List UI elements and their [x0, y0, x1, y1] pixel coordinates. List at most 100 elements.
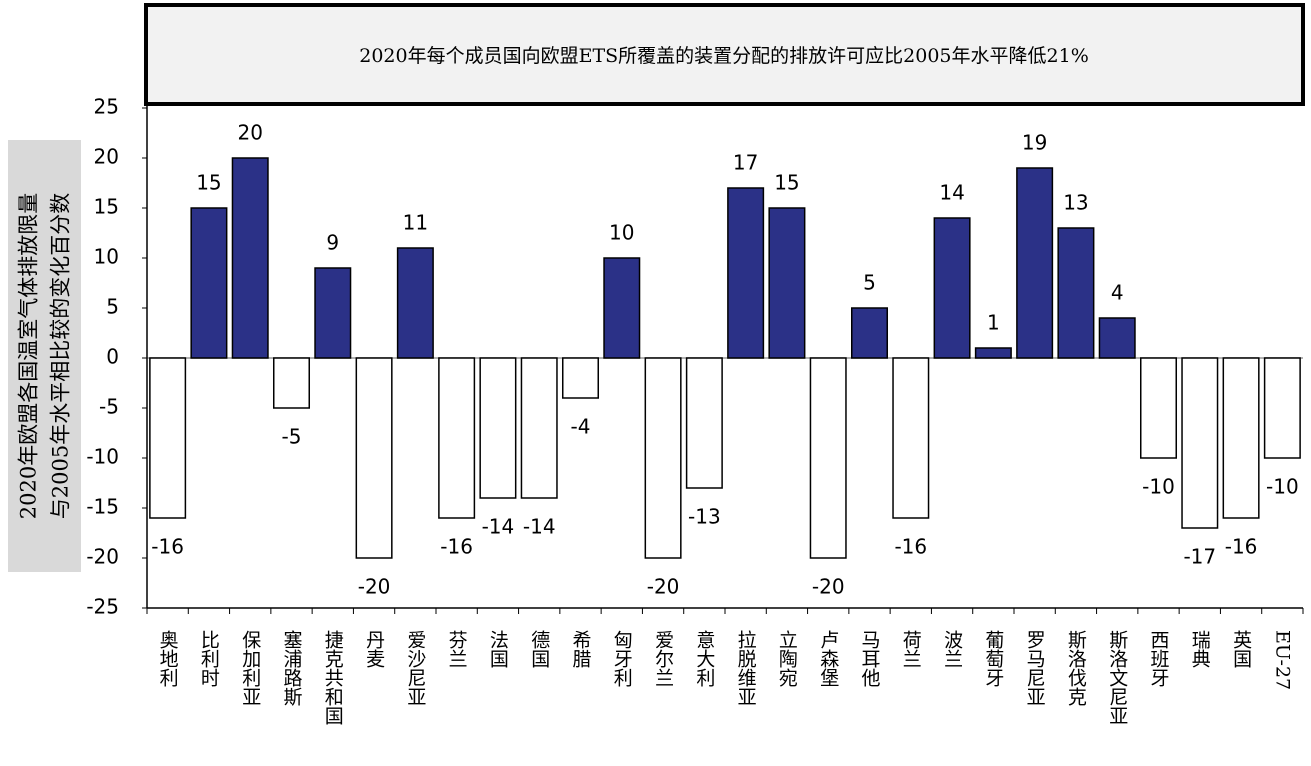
y-axis-label: 2020年欧盟各国温室气体排放限量 [17, 193, 41, 519]
x-tick-label: 法国 [487, 630, 509, 668]
y-tick-label: 0 [106, 345, 119, 369]
y-tick-label: -25 [86, 595, 119, 619]
data-label: -10 [1266, 475, 1299, 499]
data-label: 5 [863, 271, 876, 295]
data-label: -10 [1142, 475, 1175, 499]
bar [685, 357, 723, 489]
x-tick-label: 波兰 [941, 630, 963, 668]
x-tick-label: 荷兰 [900, 630, 922, 668]
bar [933, 217, 971, 359]
bar [272, 357, 311, 409]
x-tick-label: 匈牙利 [611, 630, 633, 687]
bar [603, 257, 641, 359]
data-label: -5 [282, 425, 302, 449]
x-tick-label: 罗马尼亚 [1024, 630, 1046, 706]
x-tick-label: 保加利亚 [239, 630, 261, 706]
x-tick-label: 西班牙 [1148, 630, 1170, 687]
data-label: -20 [358, 575, 391, 599]
data-label: -4 [571, 415, 591, 439]
x-tick-label: 爱沙尼亚 [404, 630, 426, 706]
x-tick-label: 比利时 [198, 630, 220, 687]
data-label: -16 [894, 535, 927, 559]
bar [231, 157, 269, 359]
y-tick-label: -20 [86, 545, 119, 569]
data-label: -16 [151, 535, 184, 559]
x-tick-label: 丹麦 [363, 630, 385, 668]
x-tick-label: 意大利 [693, 630, 715, 687]
x-tick-label: 葡萄牙 [982, 630, 1004, 687]
y-tick-label: 10 [94, 245, 119, 269]
data-label: -14 [482, 515, 515, 539]
data-label: -17 [1183, 545, 1216, 569]
data-label: -16 [1225, 535, 1258, 559]
data-label: 13 [1063, 191, 1088, 215]
bar [561, 357, 600, 399]
bar [190, 207, 228, 359]
x-tick-label: 卢森堡 [817, 630, 839, 687]
x-tick-label: 英国 [1230, 630, 1252, 668]
bar [1139, 357, 1178, 459]
y-tick-label: 25 [94, 95, 119, 119]
data-label: 14 [939, 181, 964, 205]
data-label: 15 [774, 171, 799, 195]
x-tick-label: 斯洛伐克 [1065, 630, 1087, 706]
x-tick-label: 拉脱维亚 [735, 630, 757, 706]
x-tick-label: 塞浦路斯 [281, 630, 303, 707]
y-axis-label: 与2005年水平相比较的变化百分数 [49, 193, 73, 519]
bar [396, 247, 434, 359]
data-label: -20 [647, 575, 680, 599]
bar [727, 187, 765, 359]
bar [479, 357, 517, 499]
y-tick-label: 15 [94, 195, 119, 219]
bar [1057, 227, 1095, 359]
y-tick-label: -10 [86, 445, 119, 469]
data-label: -16 [440, 535, 473, 559]
data-label: 1 [987, 311, 1000, 335]
data-label: -14 [523, 515, 556, 539]
y-label-box [8, 140, 81, 572]
bar [1263, 357, 1301, 459]
data-label: 20 [237, 121, 262, 145]
bar [768, 207, 806, 359]
y-tick-label: 5 [106, 295, 119, 319]
x-tick-label: 捷克共和国 [322, 630, 344, 725]
bar [149, 357, 187, 519]
bar [644, 357, 682, 559]
bar [809, 357, 847, 559]
bar [1016, 167, 1054, 359]
x-tick-label: 爱尔兰 [652, 630, 674, 687]
x-tick-label: EU-27 [1271, 630, 1293, 690]
chart-title: 2020年每个成员国向欧盟ETS所覆盖的装置分配的排放许可应比2005年水平降低… [359, 45, 1089, 67]
data-label: 4 [1111, 281, 1124, 305]
x-tick-label: 希腊 [570, 630, 592, 668]
data-label: -13 [688, 505, 721, 529]
x-tick-label: 德国 [528, 630, 550, 668]
y-tick-label: -15 [86, 495, 119, 519]
y-tick-label: -5 [99, 395, 119, 419]
data-label: 15 [196, 171, 221, 195]
data-label: 11 [403, 211, 428, 235]
x-tick-label: 马耳他 [859, 630, 881, 687]
bar [355, 357, 393, 559]
bar [1222, 357, 1260, 519]
data-label: 17 [733, 151, 758, 175]
bar [974, 347, 1012, 359]
data-label: 10 [609, 221, 634, 245]
bar [850, 307, 889, 359]
bar [438, 357, 476, 519]
bar [314, 267, 352, 359]
x-tick-label: 瑞典 [1189, 630, 1211, 668]
x-tick-label: 斯洛文尼亚 [1106, 630, 1128, 725]
x-tick-label: 立陶宛 [776, 630, 798, 687]
bar [520, 357, 558, 499]
x-tick-label: 芬兰 [446, 630, 468, 668]
bar [1098, 317, 1136, 359]
x-tick-label: 奥地利 [157, 630, 179, 687]
title-box [144, 3, 1305, 106]
bar [892, 357, 930, 519]
bar [1181, 357, 1219, 529]
data-label: -20 [812, 575, 845, 599]
data-label: 19 [1022, 131, 1047, 155]
data-label: 9 [326, 231, 339, 255]
